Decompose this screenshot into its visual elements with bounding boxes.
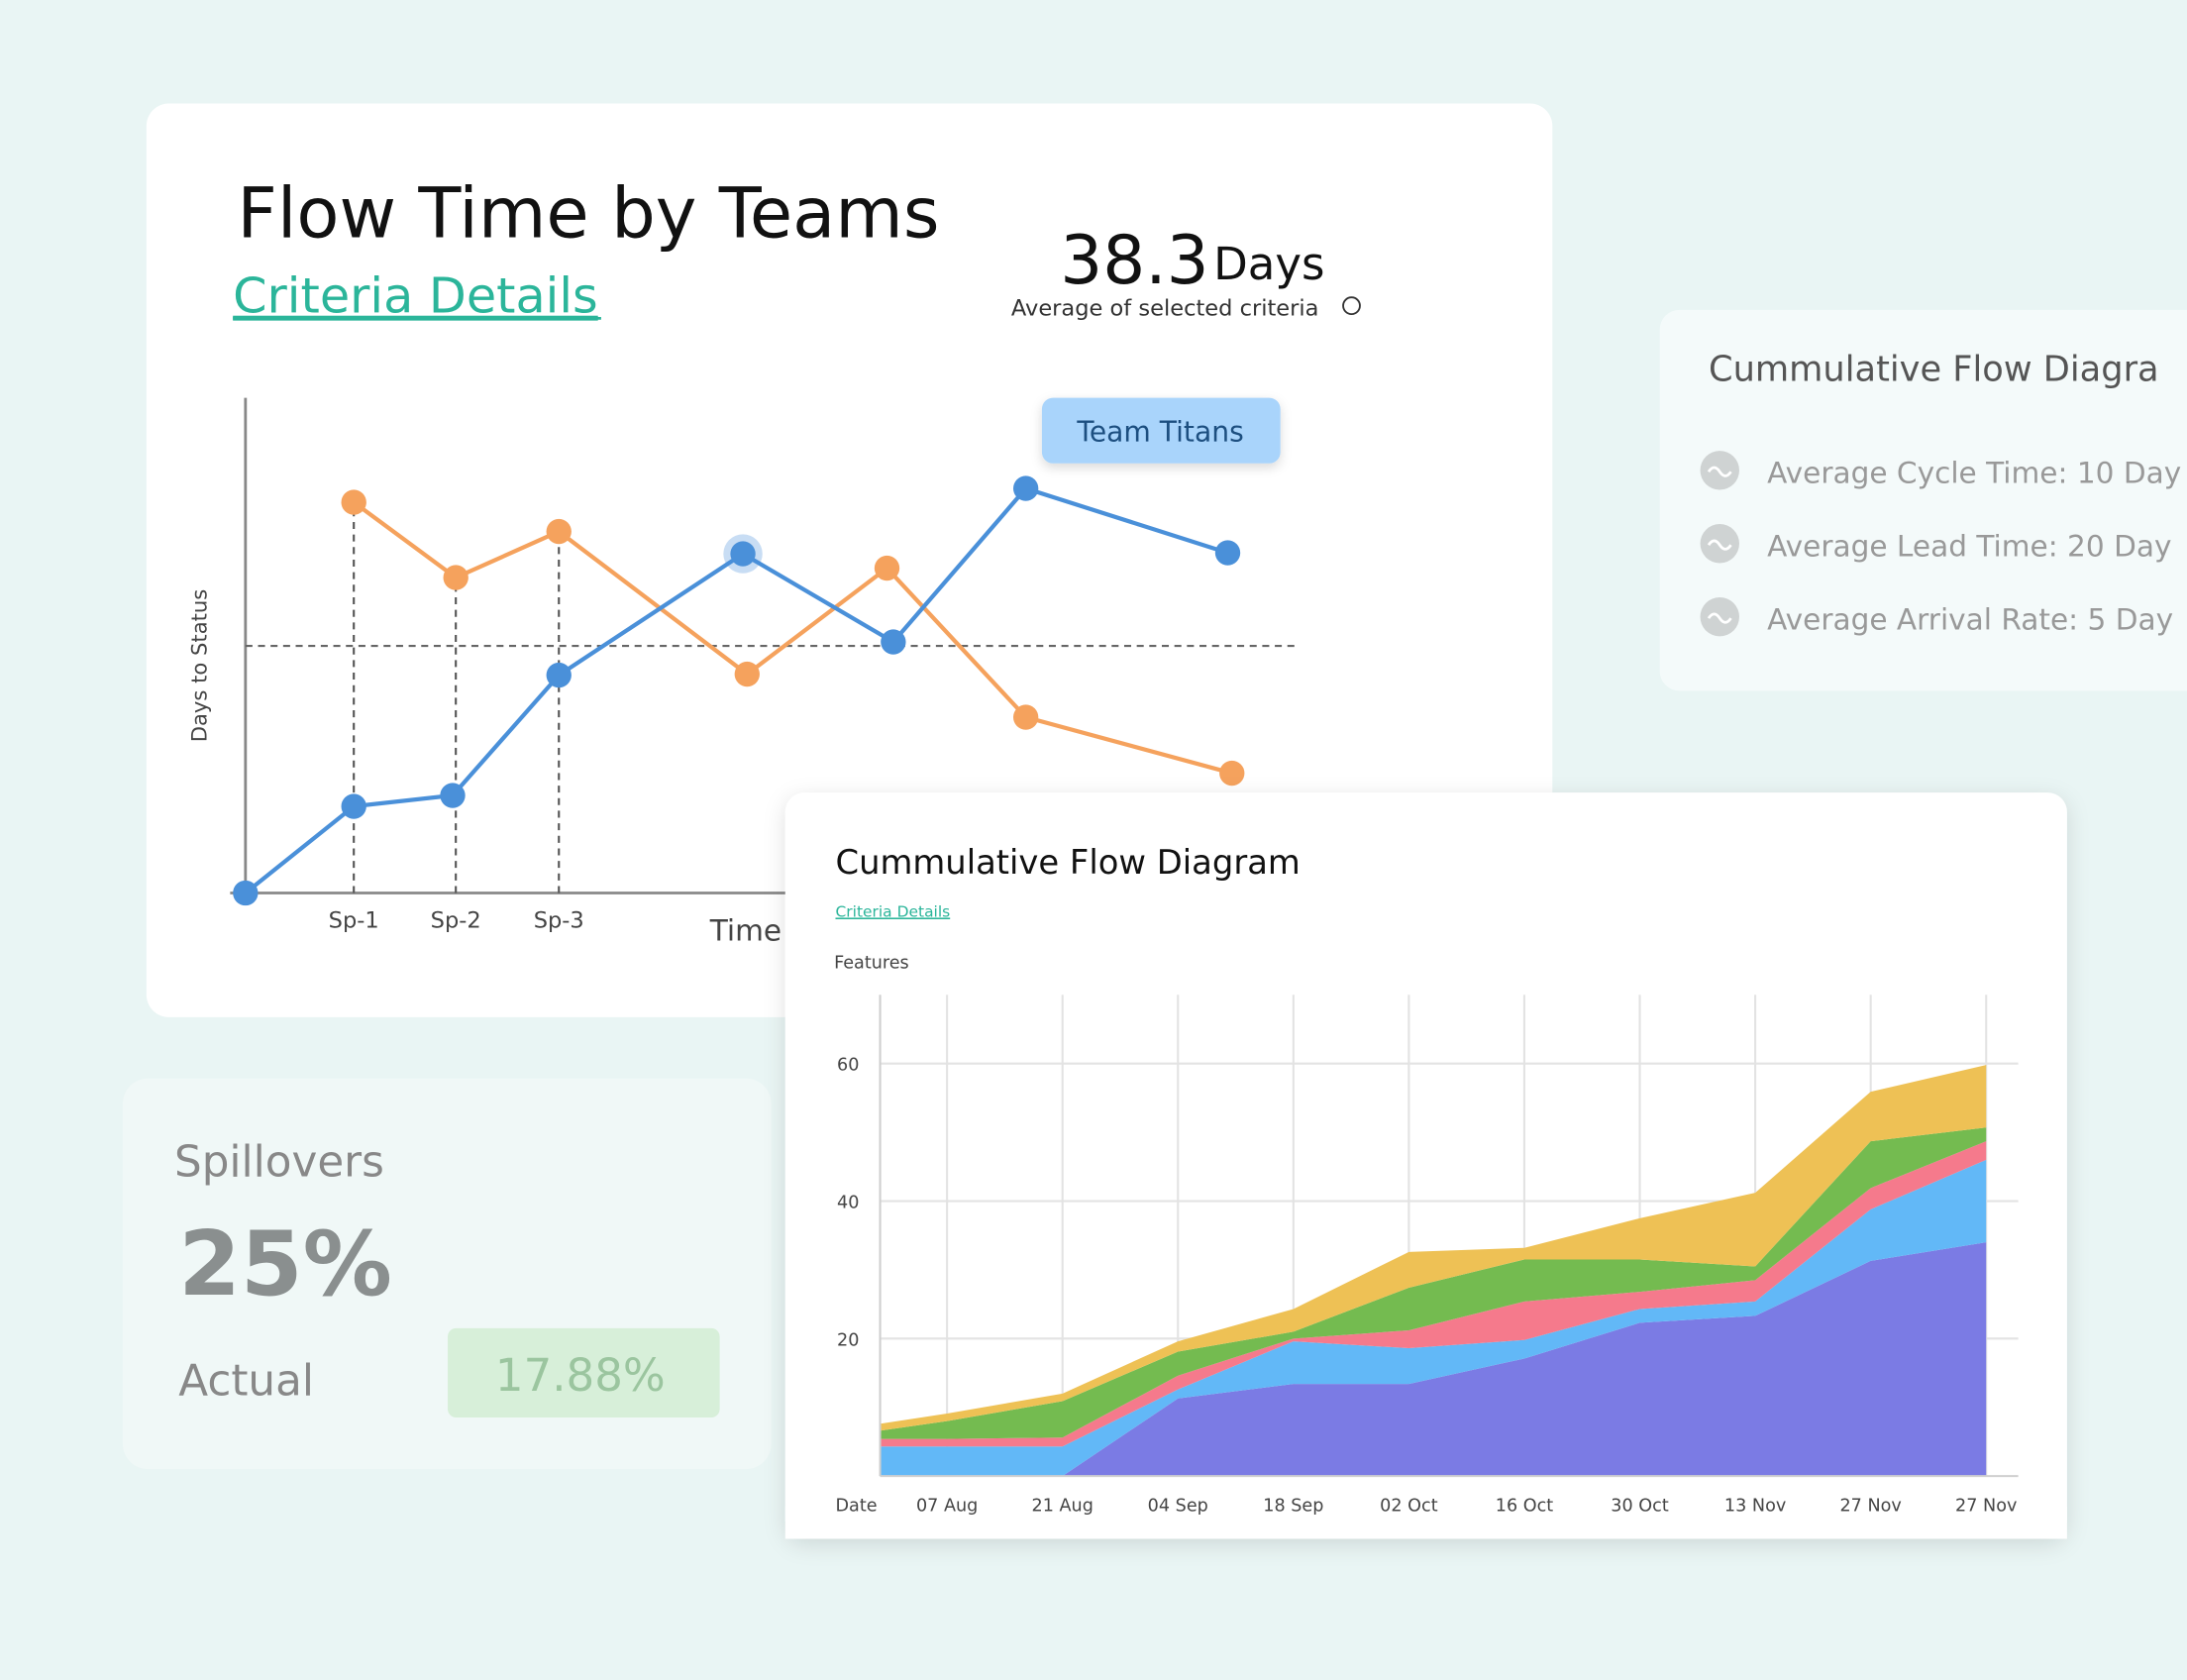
data-point: [734, 661, 760, 687]
metric-unit: Days: [1213, 238, 1324, 290]
x-tick-label: 21 Aug: [1032, 1496, 1094, 1516]
side-card: Cummulative Flow Diagra Average Cycle Ti…: [1659, 309, 2187, 691]
tooltip-label: Team Titans: [1076, 415, 1243, 448]
side-items: Average Cycle Time: 10 Day Average Lead T…: [1700, 451, 2181, 637]
item-icon-wave: [1707, 466, 1732, 477]
card-bg: [1659, 309, 2187, 691]
side-item: Average Lead Time: 20 Day: [1767, 529, 2171, 563]
spillovers-value: 25%: [178, 1212, 392, 1316]
data-point: [730, 541, 756, 567]
spillovers-card: Spillovers 25% Actual 17.88%: [122, 1078, 772, 1470]
area-plot: 20 40 60 07 Aug 21 Aug 04 Sep 18 Sep 02 Oct 16 O…: [837, 995, 2019, 1516]
x-tick-label: 07 Aug: [916, 1496, 978, 1516]
actual-value: 17.88%: [495, 1349, 666, 1402]
data-point: [341, 489, 366, 515]
x-tick-label: 27 Nov: [1955, 1496, 2017, 1516]
y-tick-label: 60: [837, 1056, 859, 1076]
side-item: Average Arrival Rate: 5 Day: [1767, 602, 2173, 636]
y-axis-label: Features: [834, 954, 909, 974]
data-point: [1012, 704, 1039, 730]
cfd-link[interactable]: Criteria Details: [835, 902, 950, 920]
data-point: [1219, 760, 1245, 787]
x-tick-label: Sp-3: [534, 908, 584, 934]
stacked-area: [880, 1242, 1987, 1477]
cfd-card: Cummulative Flow Diagram Criteria Detail…: [784, 792, 2067, 1539]
y-axis-label: Days to Status: [186, 589, 211, 743]
actual-badge: [448, 1327, 720, 1418]
x-tick-label: 13 Nov: [1724, 1496, 1786, 1516]
data-point: [443, 565, 469, 590]
x-tick-label: 30 Oct: [1611, 1496, 1669, 1516]
x-tick-label: Sp-1: [329, 908, 379, 934]
data-point: [546, 662, 572, 688]
card-bg: [146, 103, 1553, 1017]
data-point: [546, 518, 572, 545]
tooltip: [1041, 397, 1281, 464]
side-item: Average Cycle Time: 10 Day: [1767, 457, 2181, 490]
data-point: [874, 555, 900, 581]
x-tick-label: 27 Nov: [1839, 1496, 1901, 1516]
card-bottom: [784, 1507, 2067, 1539]
stacked-area: [880, 1127, 1987, 1439]
x-tick-label: Sp-2: [431, 908, 481, 934]
card-title: Flow Time by Teams: [237, 173, 939, 255]
data-point: [440, 783, 466, 808]
data-point: [881, 629, 906, 655]
data-point: [341, 793, 366, 819]
stacked-area: [880, 1065, 1987, 1431]
x-tick-label: 18 Sep: [1263, 1496, 1323, 1516]
item-icon-wave: [1707, 539, 1732, 551]
metric-value: 38.3: [1060, 221, 1208, 299]
x-tick-label: 16 Oct: [1496, 1496, 1554, 1516]
data-point: [1012, 475, 1039, 501]
item-icon-wave: [1707, 612, 1732, 624]
y-tick-label: 40: [837, 1194, 859, 1213]
actual-label: Actual: [178, 1355, 314, 1406]
info-icon[interactable]: [1342, 296, 1361, 316]
x-axis-label: Time: [709, 913, 781, 947]
criteria-link[interactable]: Criteria Details: [233, 267, 598, 325]
line-plot: Sp-1 Sp-2 Sp-3: [233, 475, 1298, 934]
x-axis-label: Date: [835, 1496, 877, 1516]
y-tick-label: 20: [837, 1330, 859, 1350]
x-tick-label: 04 Sep: [1148, 1496, 1208, 1516]
cfd-title: Cummulative Flow Diagram: [835, 843, 1300, 882]
metric-caption: Average of selected criteria: [1011, 296, 1319, 322]
side-card-title: Cummulative Flow Diagra: [1709, 350, 2159, 390]
x-tick-label: 02 Oct: [1380, 1496, 1438, 1516]
data-point: [1214, 540, 1241, 566]
flow-time-card: Flow Time by Teams Criteria Details 38.3…: [146, 103, 1553, 1017]
spillovers-title: Spillovers: [174, 1136, 384, 1187]
series-line: [244, 485, 1229, 895]
data-point: [233, 880, 259, 906]
